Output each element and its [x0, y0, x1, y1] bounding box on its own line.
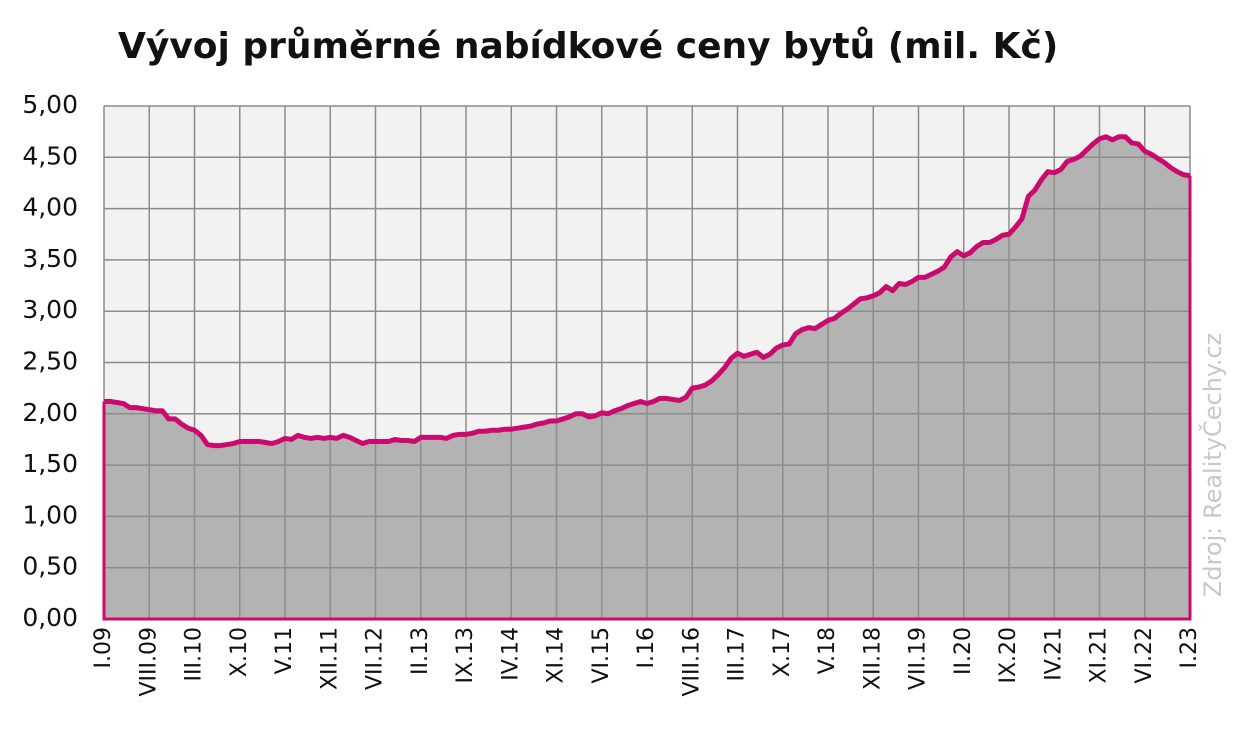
x-tick-label: XII.18 [860, 627, 885, 690]
data-line [104, 134, 1191, 449]
x-tick-label: XI.21 [1087, 627, 1112, 684]
y-tick-label: 1,00 [22, 500, 78, 529]
y-tick-label: 4,00 [22, 193, 78, 222]
x-tick-label: VI.22 [1132, 627, 1157, 684]
x-tick-label: IV.21 [1041, 627, 1066, 681]
x-tick-label: II.13 [408, 627, 433, 675]
x-tick-label: XI.14 [544, 627, 569, 684]
area-border [102, 175, 1192, 621]
plot-area [102, 105, 1192, 621]
source-note: Zdroj: RealityČechy.cz [1197, 333, 1227, 597]
x-tick-label: VII.19 [906, 627, 931, 690]
y-tick-label: 5,00 [22, 90, 78, 119]
x-tick-label: VIII.09 [136, 627, 161, 697]
x-tick-label: VI.15 [589, 627, 614, 684]
chart-title: Vývoj průměrné nabídkové ceny bytů (mil.… [118, 26, 1058, 67]
y-tick-label: 0,00 [22, 603, 78, 632]
x-tick-label: II.20 [951, 627, 976, 675]
y-tick-label: 3,50 [22, 244, 78, 273]
x-tick-label: III.10 [182, 627, 207, 681]
x-tick-label: VII.12 [363, 627, 388, 690]
x-tick-label: X.10 [227, 627, 252, 677]
y-tick-label: 2,50 [22, 347, 78, 376]
x-tick-label: X.17 [770, 627, 795, 677]
x-tick-label: XII.11 [317, 627, 342, 690]
x-tick-label: V.18 [815, 627, 840, 674]
y-tick-label: 4,50 [22, 141, 78, 170]
x-tick-label: IX.13 [453, 627, 478, 684]
y-tick-label: 1,50 [22, 449, 78, 478]
x-tick-label: III.17 [725, 627, 750, 681]
y-tick-label: 0,50 [22, 552, 78, 581]
x-tick-label: V.11 [272, 627, 297, 674]
x-tick-label: IV.14 [498, 627, 523, 681]
x-tick-label: I.23 [1177, 627, 1202, 668]
y-tick-label: 3,00 [22, 295, 78, 324]
x-tick-label: I.09 [91, 627, 116, 668]
y-tick-label: 2,00 [22, 398, 78, 427]
x-tick-label: IX.20 [996, 627, 1021, 684]
x-tick-label: VIII.16 [679, 627, 704, 697]
x-tick-label: I.16 [634, 627, 659, 668]
